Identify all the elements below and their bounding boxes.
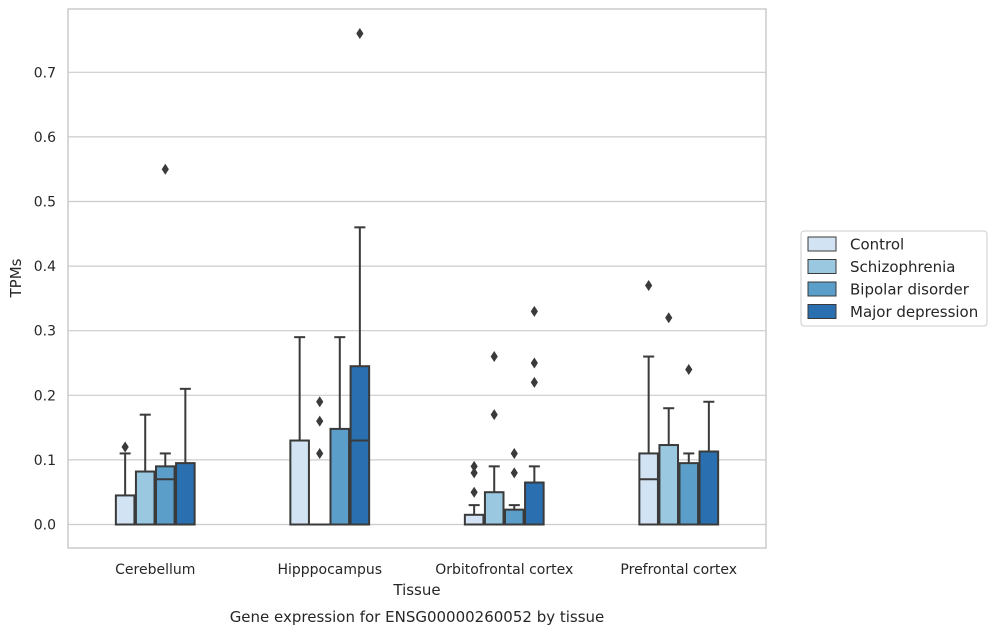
outlier-point: [356, 28, 364, 40]
outlier-point: [316, 415, 324, 427]
box-group: [463, 305, 545, 526]
legend-swatch: [807, 281, 837, 297]
legend-item: Bipolar disorder: [807, 281, 970, 299]
outlier-point: [470, 467, 478, 479]
box: [289, 439, 310, 526]
outlier-point: [316, 396, 324, 408]
box: [175, 462, 196, 526]
outlier-point: [161, 163, 169, 175]
box-group: [114, 163, 196, 526]
box: [134, 470, 156, 526]
legend-item: Control: [807, 236, 904, 254]
box-groups: [114, 28, 720, 526]
y-tick-label: 0.2: [34, 388, 56, 404]
y-axis-label: TPMs: [7, 258, 25, 298]
box: [504, 508, 525, 526]
y-tick-label: 0.4: [34, 259, 56, 275]
plot-area-frame: [67, 8, 767, 549]
legend-label: Control: [850, 236, 904, 254]
box: [524, 481, 545, 526]
x-tick-label: Hipppocampus: [277, 562, 382, 578]
legend-item: Schizophrenia: [807, 258, 955, 276]
gridlines: [68, 71, 766, 526]
outlier-point: [530, 305, 538, 317]
y-tick-label: 0.0: [34, 518, 56, 534]
box: [329, 427, 351, 526]
outlier-point: [470, 486, 478, 498]
outlier-point: [470, 460, 478, 472]
outlier-point: [316, 447, 324, 459]
box: [155, 465, 176, 526]
y-tick-label: 0.7: [34, 65, 56, 81]
x-tick-label: Orbitofrontal cortex: [435, 562, 573, 578]
legend-label: Bipolar disorder: [850, 281, 970, 299]
legend-swatch: [807, 259, 837, 274]
x-axis-label: Tissue: [392, 581, 440, 599]
outlier-point: [645, 279, 653, 291]
x-tick-label: Cerebellum: [115, 562, 195, 578]
box: [698, 450, 720, 526]
y-tick-label: 0.1: [34, 453, 56, 469]
box: [114, 494, 136, 526]
outlier-point: [530, 376, 538, 388]
legend-swatch: [807, 304, 837, 319]
box: [638, 452, 659, 526]
box: [349, 365, 371, 526]
x-axis-ticks: Cerebellum Hipppocampus Orbitofrontal cort…: [115, 562, 737, 578]
y-tick-label: 0.6: [34, 130, 56, 146]
outlier-point: [530, 357, 538, 369]
y-tick-label: 0.5: [34, 195, 56, 211]
legend: Control Schizophrenia Bipolar disorder Majo…: [800, 230, 988, 327]
outlier-point: [685, 363, 693, 375]
legend-item: Major depression: [807, 303, 978, 321]
chart-caption: Gene expression for ENSG00000260052 by t…: [230, 608, 605, 626]
box-group: [289, 28, 371, 526]
legend-swatch: [807, 236, 837, 252]
outlier-point: [121, 441, 129, 453]
outlier-point: [490, 409, 498, 421]
outlier-point: [665, 312, 673, 324]
legend-label: Schizophrenia: [850, 258, 955, 276]
outlier-point: [510, 447, 518, 459]
outlier-point: [510, 467, 518, 479]
box-group: [638, 279, 720, 526]
y-tick-label: 0.3: [34, 324, 56, 340]
box: [658, 444, 679, 526]
legend-frame: [800, 230, 988, 327]
legend-items: Control Schizophrenia Bipolar disorder Majo…: [807, 236, 978, 321]
box: [463, 513, 485, 526]
x-tick-label: Prefrontal cortex: [620, 562, 737, 578]
box: [678, 462, 700, 526]
legend-label: Major depression: [850, 303, 978, 321]
box: [483, 491, 505, 526]
y-axis-ticks: 0.0 0.1 0.2 0.3 0.4 0.5 0.6 0.7: [34, 65, 56, 533]
outlier-point: [490, 351, 498, 363]
